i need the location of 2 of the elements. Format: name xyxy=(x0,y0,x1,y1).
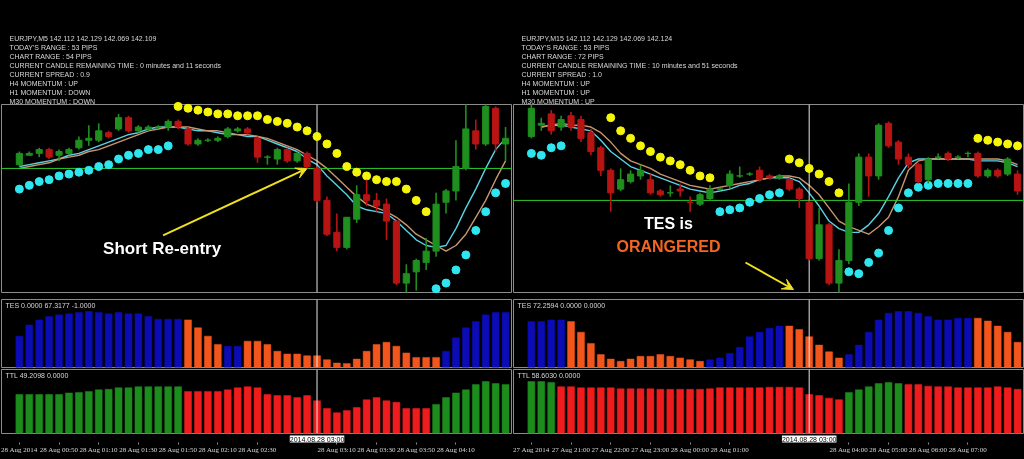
annotation: TES is ORANGERED xyxy=(616,214,721,255)
annotation: Short Re-entry xyxy=(103,238,222,258)
